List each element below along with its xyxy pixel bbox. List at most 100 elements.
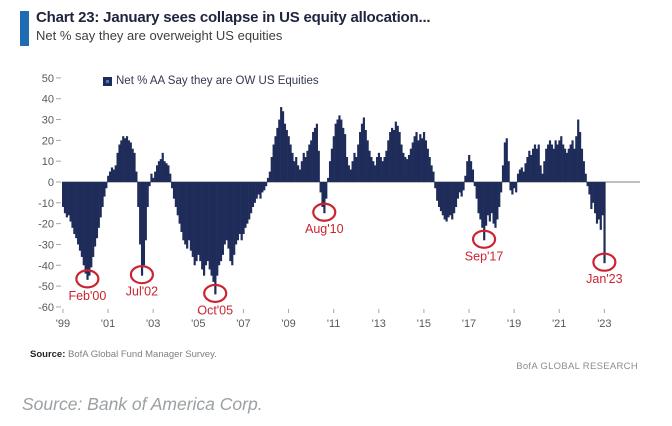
y-tick-label: 40 (42, 94, 54, 106)
bar (492, 182, 495, 224)
bar (272, 144, 275, 182)
y-tick-label: -20 (38, 219, 54, 231)
bar (430, 165, 433, 182)
bar (180, 182, 183, 232)
bar (364, 129, 367, 182)
bar (594, 182, 597, 214)
bar (528, 150, 531, 182)
bar (156, 165, 159, 182)
bar (479, 182, 482, 220)
bar (135, 171, 138, 182)
bar (218, 182, 221, 266)
bar (379, 157, 382, 182)
bar (571, 140, 574, 182)
bar (347, 165, 350, 182)
bar (233, 182, 236, 255)
bar (424, 140, 428, 182)
bar (359, 132, 362, 182)
bar (300, 161, 303, 182)
bar (244, 182, 247, 228)
bar (426, 148, 429, 182)
bar (152, 177, 155, 182)
bar (298, 169, 302, 182)
bar (163, 161, 166, 182)
annotation-circle (75, 269, 100, 289)
legend: Net % AA Say they are OW US Equities (103, 75, 319, 87)
bar (421, 138, 424, 182)
bar (208, 182, 211, 270)
bar (221, 182, 224, 255)
bar (464, 175, 467, 182)
bar (481, 182, 484, 228)
bar (473, 182, 476, 187)
bar (203, 182, 206, 276)
bar (327, 177, 330, 182)
x-tick-label: '99 (56, 318, 70, 330)
bar (392, 129, 396, 182)
bar (291, 152, 294, 182)
annotation-label: Jan'23 (586, 272, 622, 286)
bar (124, 138, 127, 182)
bar (563, 148, 567, 182)
bar (515, 182, 518, 193)
bar (597, 182, 600, 220)
bar (441, 182, 444, 216)
source-label: Source: (30, 349, 66, 360)
bar (428, 157, 431, 182)
bar (212, 182, 215, 282)
annotation-circle (471, 229, 497, 249)
bar (398, 132, 401, 182)
y-tick-label: 50 (42, 73, 54, 85)
bar (503, 142, 506, 182)
bar (394, 121, 397, 182)
bar (71, 182, 74, 228)
bar (75, 182, 78, 239)
bar (447, 182, 450, 218)
bar (582, 161, 585, 182)
bar (216, 182, 219, 276)
bar (193, 182, 196, 266)
bar (590, 182, 593, 210)
bar (82, 182, 85, 266)
bar (120, 140, 123, 182)
bar (315, 123, 318, 182)
bar (533, 144, 537, 182)
bar (86, 182, 89, 280)
bar (432, 171, 435, 182)
bar (118, 144, 121, 182)
annotation-circle (129, 265, 154, 285)
bar (522, 171, 525, 182)
bar (219, 182, 223, 262)
bar (321, 182, 324, 207)
bar (90, 182, 93, 268)
bar (336, 119, 339, 182)
bar (304, 157, 307, 182)
bar (114, 165, 117, 182)
bar (317, 150, 320, 182)
title-accent-bar (20, 11, 29, 46)
bar (157, 161, 161, 182)
bar (266, 177, 270, 182)
bar (146, 182, 149, 207)
bar (334, 123, 337, 182)
bar (387, 140, 390, 182)
legend-label: Net % AA Say they are OW US Equities (116, 75, 319, 87)
bar (137, 182, 140, 207)
bar (580, 148, 584, 182)
bar (567, 148, 570, 182)
bar (259, 182, 262, 199)
bar (360, 123, 364, 182)
bar (535, 148, 538, 182)
bar (159, 159, 162, 182)
bar (374, 165, 377, 182)
bar (140, 182, 144, 276)
y-tick-label: 20 (42, 135, 54, 147)
bar (295, 157, 298, 182)
bar (144, 182, 147, 241)
bar (187, 182, 191, 241)
bar (169, 173, 172, 182)
y-tick-label: -10 (38, 198, 54, 210)
bar (240, 182, 243, 241)
bar (253, 182, 256, 203)
